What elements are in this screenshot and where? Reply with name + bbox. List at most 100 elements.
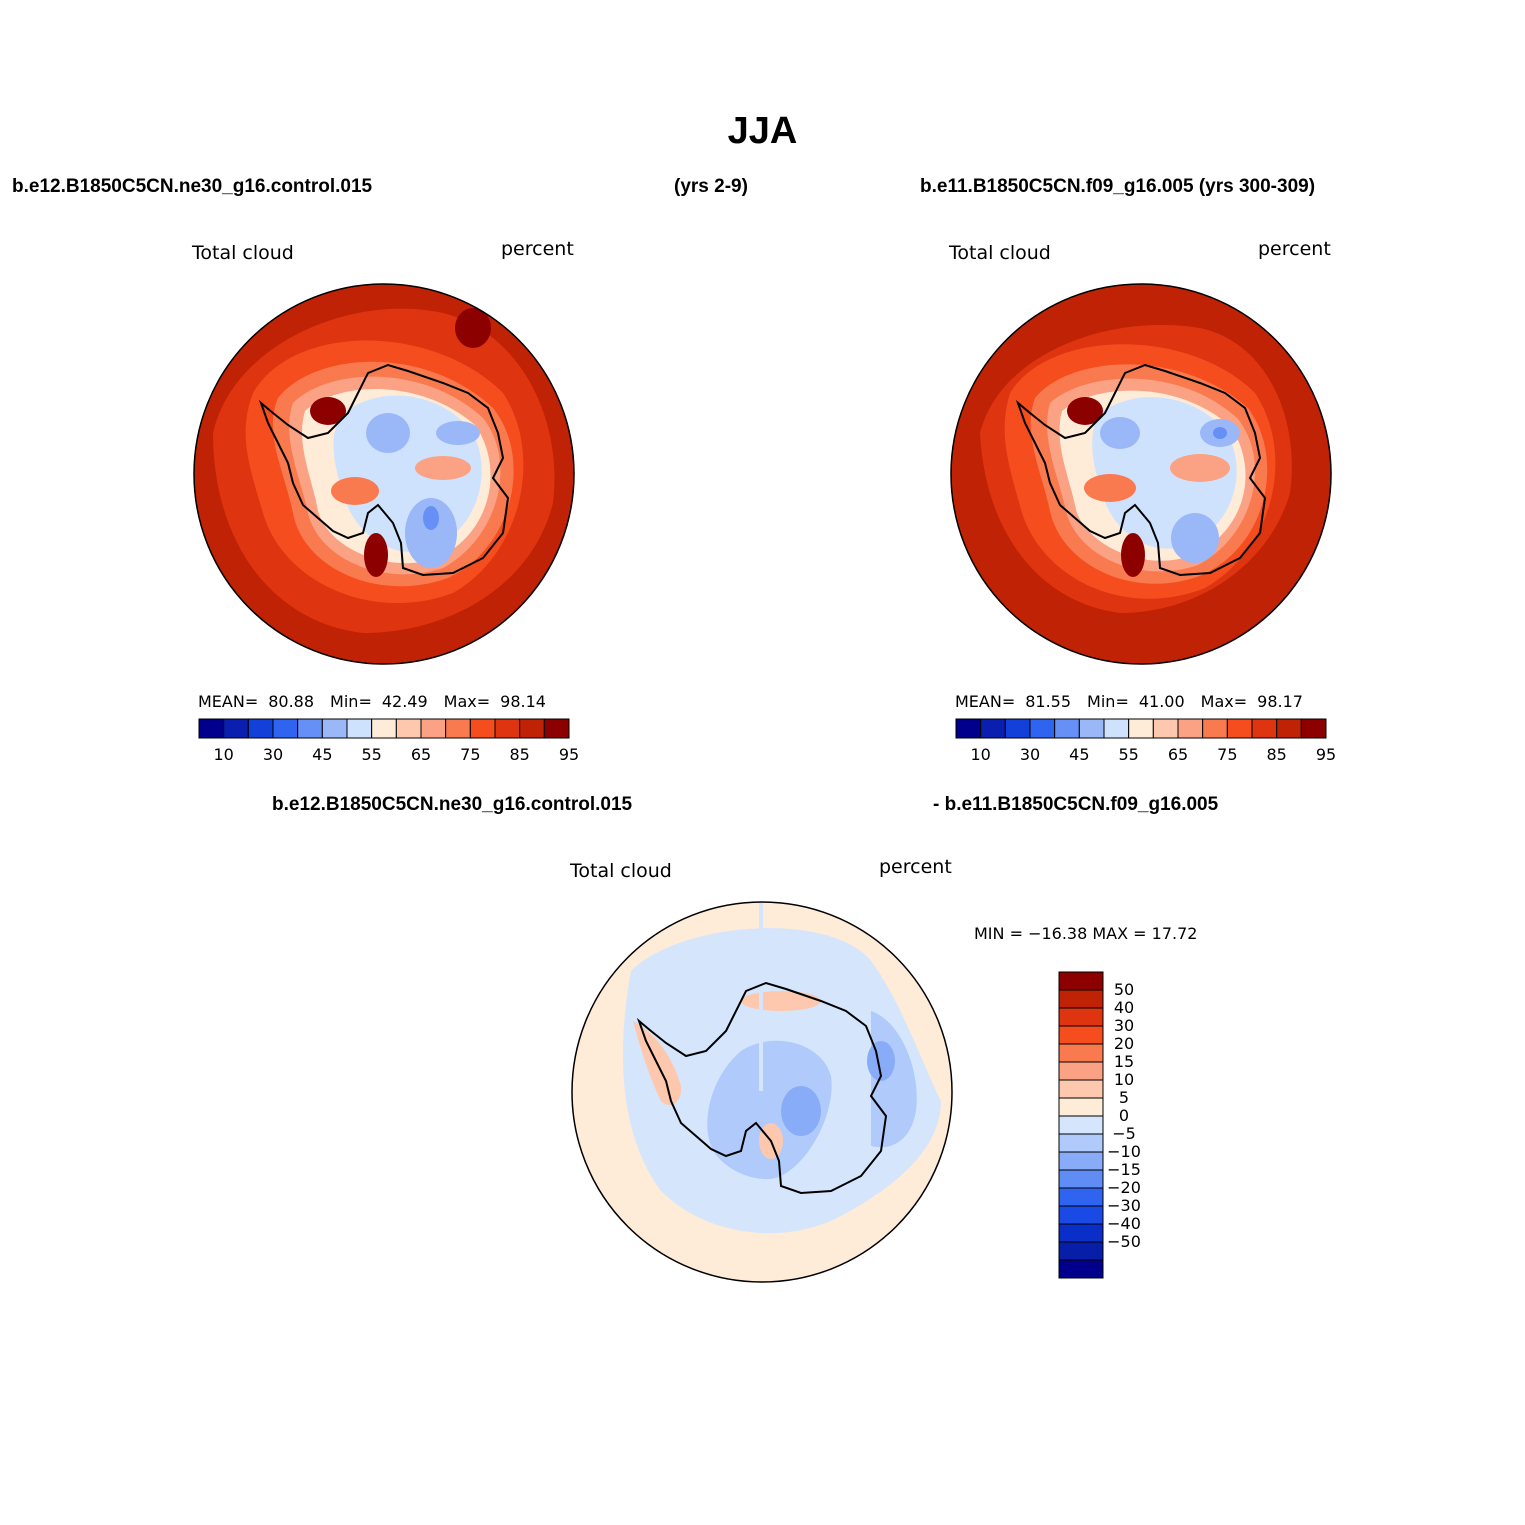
diff-colorbar-swatch (1058, 1151, 1104, 1171)
panel2-colorbar-tick-label: 65 (1168, 745, 1188, 764)
panel2-colorbar-tick-label: 55 (1118, 745, 1138, 764)
map-region-peak (1121, 533, 1145, 577)
figure-title: JJA (727, 110, 798, 152)
diff-colorbar-swatch (1058, 1205, 1104, 1225)
panel2-colorbar-swatch (1177, 718, 1204, 739)
diff-colorbar-tick-label: 15 (1114, 1052, 1134, 1071)
diff-colorbar-swatch (1058, 989, 1104, 1009)
diff-colorbar-tick-label: 10 (1114, 1070, 1134, 1089)
panel1-colorbar-swatch (519, 718, 545, 739)
diff-colorbar-tick-label: −15 (1107, 1160, 1141, 1179)
map-region-coastline (258, 363, 510, 577)
map-region-peak (310, 397, 346, 425)
panel2-colorbar-tick-label: 30 (1020, 745, 1040, 764)
panel2-colorbar-tick-label: 95 (1316, 745, 1336, 764)
map-region-interior-mid (436, 421, 480, 445)
diff-colorbar-swatch (1058, 1043, 1104, 1063)
panel2-colorbar-swatch (1202, 718, 1228, 739)
diff-colorbar-tick-label: −20 (1107, 1178, 1141, 1197)
diff-colorbar-swatch (1058, 1241, 1104, 1261)
panel2-colorbar-tick-label: 10 (970, 745, 990, 764)
panel2-colorbar-swatch (1152, 718, 1179, 739)
map-region-interior-mid (1171, 513, 1219, 563)
map-region-coast-band1 (1084, 474, 1136, 502)
panel2-colorbar-swatch (980, 718, 1006, 739)
panel2-colorbar-swatch (1300, 718, 1327, 739)
diff-colorbar-swatch (1058, 971, 1104, 991)
panel2-stats: MEAN= 81.55 Min= 41.00 Max= 98.17 (955, 692, 1319, 711)
map-region-peak (1067, 397, 1103, 425)
panel2-colorbar-swatch (1078, 718, 1105, 739)
panel1-colorbar-swatch (247, 718, 274, 739)
map-region-diff-neg-deep (867, 1041, 895, 1081)
map-region-interior-mid (366, 413, 410, 453)
panel1-min-label: Min= (330, 692, 372, 711)
panel1-variable-label: Total cloud (192, 242, 294, 264)
panel1-colorbar-tick-label: 45 (312, 745, 332, 764)
panel1-colorbar-swatch (445, 718, 471, 739)
diff-variable-label: Total cloud (570, 860, 672, 882)
diff-polar-map (571, 901, 953, 1283)
diff-colorbar-swatch (1058, 1025, 1104, 1045)
map-region-coastline (636, 981, 888, 1195)
map-region-coast-band2 (415, 456, 471, 480)
panel1-colorbar-swatch (198, 718, 225, 739)
panel2-max-value: 98.17 (1257, 692, 1303, 711)
panel1-colorbar-tick-label: 75 (460, 745, 480, 764)
panel1-colorbar-swatch (371, 718, 397, 739)
diff-colorbar-swatch (1058, 1259, 1104, 1279)
panel2-mean-label: MEAN= (955, 692, 1016, 711)
map-region-diff-neg-mid (707, 1040, 832, 1180)
diff-colorbar-swatch (1058, 1169, 1104, 1189)
panel1-colorbar-swatch (420, 718, 447, 739)
panel1-colorbar-tick-label: 55 (361, 745, 381, 764)
map-region-coast-band2 (1170, 454, 1230, 482)
panel2-colorbar-tick-label: 85 (1266, 745, 1286, 764)
panel1-colorbar-swatch (272, 718, 299, 739)
map-region-interior-deep (423, 506, 439, 530)
panel1-colorbar-tick-label: 85 (509, 745, 529, 764)
panel2-colorbar-swatch (1054, 718, 1080, 739)
diff-colorbar-swatch (1058, 1079, 1104, 1099)
panel2-polar-map (950, 283, 1332, 665)
map-region-coastline (1015, 363, 1267, 577)
diff-colorbar-tick-label: 30 (1114, 1016, 1134, 1035)
panel2-colorbar-swatch (1251, 718, 1278, 739)
diff-colorbar-swatch (1058, 1187, 1104, 1207)
panel2-colorbar-swatch (1103, 718, 1130, 739)
map-region-interior-mid (405, 498, 457, 568)
panel2-colorbar: 10 30 45 55 65 75 85 95 (955, 718, 1336, 764)
diff-colorbar-tick-label: 50 (1114, 980, 1134, 999)
diff-colorbar-tick-label: 40 (1114, 998, 1134, 1017)
panel1-colorbar-swatch (469, 718, 496, 739)
map-region-interior-mid (1100, 417, 1140, 449)
header-left-case: b.e12.B1850C5CN.ne30_g16.control.015 (12, 176, 373, 197)
panel2-colorbar-swatch (1029, 718, 1056, 739)
panel1-polar-map (193, 283, 575, 665)
panel1-colorbar-swatch (494, 718, 521, 739)
panel2-variable-label: Total cloud (949, 242, 1051, 264)
panel1-colorbar: 10 30 45 55 65 75 85 95 (198, 718, 579, 764)
panel2-min-value: 41.00 (1138, 692, 1185, 711)
map-region-diff-neg-deep (781, 1086, 821, 1136)
diff-header-right: - b.e11.B1850C5CN.f09_g16.005 (933, 794, 1219, 815)
diff-minmax-label: MIN = −16.38 MAX = 17.72 (974, 924, 1198, 943)
panel1-colorbar-swatch (543, 718, 570, 739)
diff-colorbar-swatch (1058, 1061, 1104, 1081)
panel1-colorbar-tick-label: 95 (559, 745, 579, 764)
diff-header-left: b.e12.B1850C5CN.ne30_g16.control.015 (272, 794, 633, 815)
panel1-colorbar-tick-label: 10 (213, 745, 233, 764)
diff-colorbar-swatch (1058, 1133, 1104, 1153)
panel1-colorbar-tick-label: 65 (411, 745, 431, 764)
panel2-mean-value: 81.55 (1025, 692, 1072, 711)
map-region-diff-neg-light (759, 902, 763, 1091)
header-years: (yrs 2-9) (674, 176, 748, 197)
map-region-interior-deep (1213, 427, 1227, 439)
panel1-colorbar-swatch (297, 718, 323, 739)
header-right-case: b.e11.B1850C5CN.f09_g16.005 (yrs 300-309… (920, 176, 1316, 197)
panel2-colorbar-tick-label: 45 (1069, 745, 1089, 764)
diff-colorbar-tick-label: 20 (1114, 1034, 1134, 1053)
panel2-max-label: Max= (1200, 692, 1248, 711)
diff-colorbar-swatch (1058, 1007, 1104, 1027)
diff-colorbar-tick-label: −50 (1107, 1232, 1141, 1251)
